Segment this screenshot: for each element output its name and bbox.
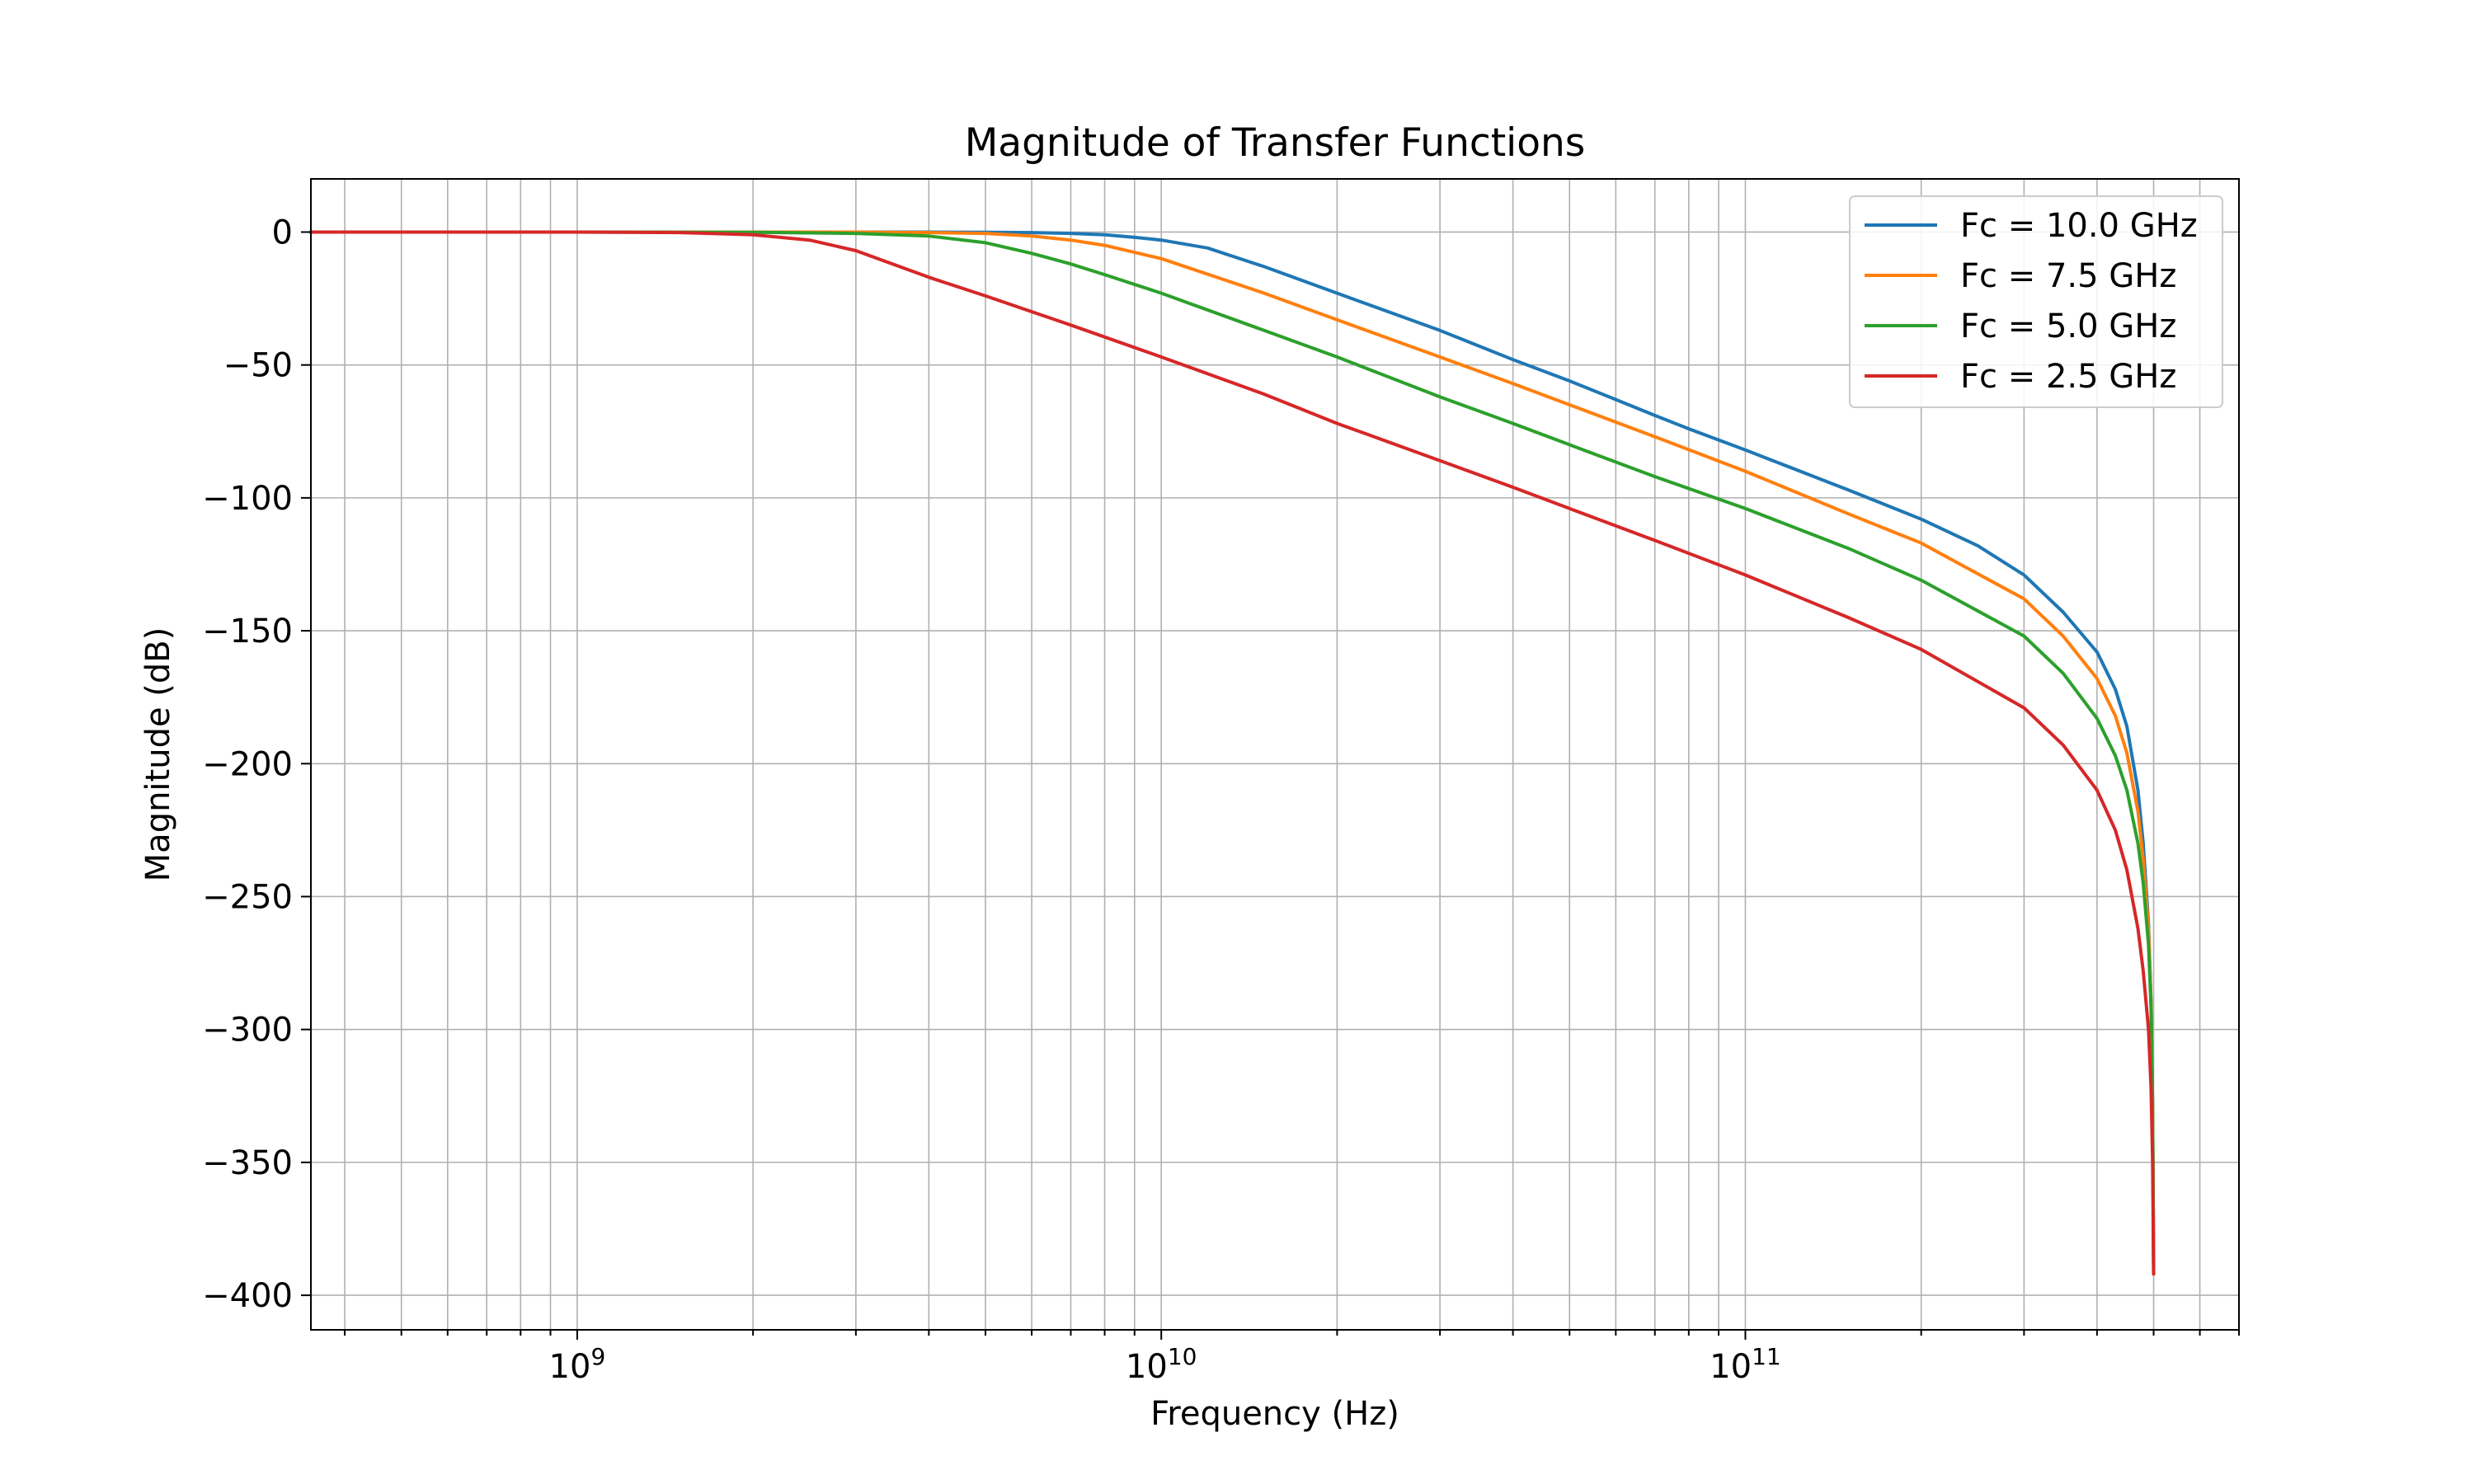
x-axis-label: Frequency (Hz): [1150, 1395, 1399, 1433]
y-tick-label: −100: [202, 480, 293, 518]
x-tick-label-base: 10: [1710, 1348, 1752, 1386]
x-tick-label-exponent: 10: [1168, 1343, 1197, 1370]
chart-title: Magnitude of Transfer Functions: [965, 120, 1586, 166]
series-line: [309, 230, 2156, 1270]
x-tick-label-base: 10: [549, 1348, 591, 1386]
x-tick-label: 109: [549, 1343, 606, 1386]
legend-frame: [1849, 195, 2223, 408]
x-tick-label-base: 10: [1126, 1348, 1168, 1386]
x-tick-label: 1010: [1126, 1343, 1197, 1386]
y-tick-label: −300: [202, 1012, 293, 1050]
x-tick-label-exponent: 9: [590, 1343, 605, 1370]
y-tick-label: −250: [202, 878, 293, 916]
y-tick-label: −200: [202, 745, 293, 783]
y-tick-label: −400: [202, 1277, 293, 1315]
series-lines: [309, 230, 2156, 1276]
y-tick-label: 0: [272, 214, 293, 251]
legend-label: Fc = 10.0 GHz: [1960, 207, 2198, 245]
series-line: [309, 230, 2156, 1270]
legend-items: Fc = 10.0 GHz Fc = 7.5 GHz Fc = 5.0 GHz Fc …: [1865, 207, 2198, 396]
plot-frame: [310, 178, 2240, 1331]
y-tick-label: −350: [202, 1144, 293, 1182]
y-axis-label: Magnitude (dB): [139, 627, 177, 882]
legend: Fc = 10.0 GHz Fc = 7.5 GHz Fc = 5.0 GHz Fc …: [1849, 195, 2223, 408]
legend-label: Fc = 5.0 GHz: [1960, 308, 2176, 345]
y-tick-label: −50: [223, 347, 293, 385]
legend-label: Fc = 7.5 GHz: [1960, 257, 2176, 295]
legend-label: Fc = 2.5 GHz: [1960, 358, 2176, 396]
series-line: [309, 230, 2156, 1276]
x-tick-label: 1011: [1710, 1343, 1781, 1386]
y-tick-label: −150: [202, 613, 293, 650]
x-tick-label-exponent: 11: [1752, 1343, 1781, 1370]
series-line: [309, 230, 2156, 1270]
